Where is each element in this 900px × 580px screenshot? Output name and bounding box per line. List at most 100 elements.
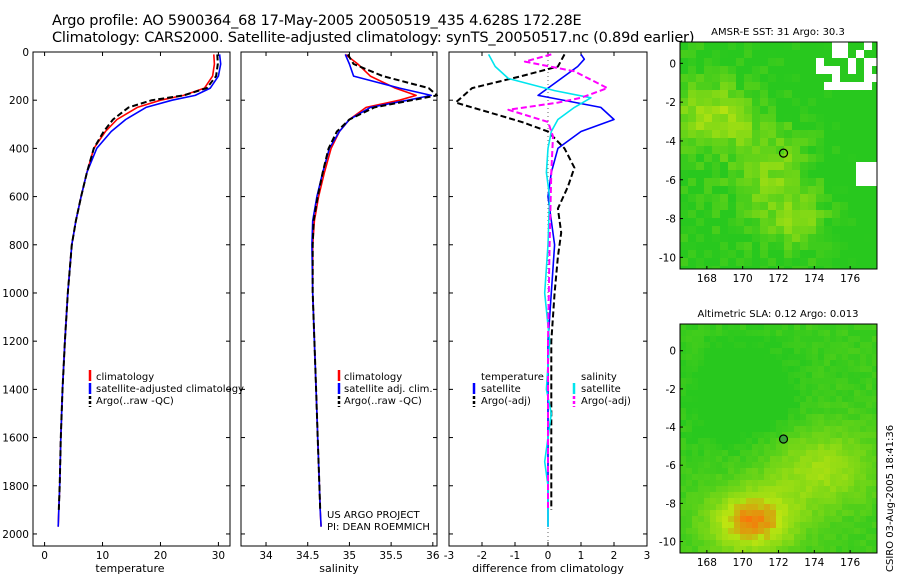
heatmap-cell [692, 354, 698, 360]
heatmap-cell [830, 390, 836, 396]
heatmap-cell [788, 402, 794, 408]
heatmap-cell [856, 82, 864, 90]
heatmap-cell [854, 444, 860, 450]
heatmap-cell [688, 234, 696, 242]
heatmap-cell [824, 378, 830, 384]
heatmap-cell [680, 138, 688, 146]
heatmap-cell [680, 540, 686, 546]
heatmap-cell [806, 468, 812, 474]
heatmap-cell [816, 74, 824, 82]
heatmap-cell [792, 186, 800, 194]
heatmap-cell [770, 504, 776, 510]
heatmap-cell [818, 468, 824, 474]
heatmap-cell [692, 444, 698, 450]
heatmap-cell [800, 540, 806, 546]
heatmap-cell [760, 210, 768, 218]
heatmap-cell [806, 396, 812, 402]
heatmap-cell [752, 504, 758, 510]
heatmap-cell [752, 242, 760, 250]
heatmap-cell [840, 226, 848, 234]
heatmap-cell [776, 402, 782, 408]
heatmap-cell [842, 510, 848, 516]
heatmap-cell [816, 194, 824, 202]
heatmap-cell [824, 170, 832, 178]
heatmap-cell [792, 146, 800, 154]
heatmap-cell [728, 42, 736, 50]
heatmap-cell [842, 372, 848, 378]
heatmap-cell [760, 122, 768, 130]
heatmap-cell [794, 510, 800, 516]
heatmap-cell [808, 170, 816, 178]
heatmap-cell [794, 342, 800, 348]
heatmap-cell [800, 468, 806, 474]
heatmap-cell [680, 266, 688, 269]
heatmap-cell [680, 242, 688, 250]
heatmap-cell [728, 420, 734, 426]
heatmap-cell [680, 378, 686, 384]
heatmap-cell [716, 474, 722, 480]
heatmap-cell [770, 456, 776, 462]
heatmap-cell [686, 450, 692, 456]
heatmap-cell [836, 408, 842, 414]
heatmap-cell [704, 130, 712, 138]
heatmap-cell [692, 366, 698, 372]
heatmap-cell [818, 528, 824, 534]
heatmap-cell [770, 474, 776, 480]
heatmap-cell [848, 408, 854, 414]
heatmap-cell [872, 432, 877, 438]
y-tick-label: 600 [9, 192, 29, 204]
heatmap-cell [808, 218, 816, 226]
heatmap-cell [784, 146, 792, 154]
heatmap-cell [848, 234, 856, 242]
heatmap-cell [842, 324, 848, 330]
heatmap-cell [728, 456, 734, 462]
heatmap-cell [698, 468, 704, 474]
heatmap-cell [784, 234, 792, 242]
heatmap-cell [788, 510, 794, 516]
heatmap-cell [728, 234, 736, 242]
heatmap-cell [848, 528, 854, 534]
heatmap-cell [824, 154, 832, 162]
heatmap-cell [872, 66, 877, 74]
heatmap-cell [872, 226, 877, 234]
heatmap-cell [864, 242, 872, 250]
heatmap-cell [776, 372, 782, 378]
y-tick-label: 200 [9, 95, 29, 107]
heatmap-cell [832, 226, 840, 234]
heatmap-cell [854, 456, 860, 462]
heatmap-cell [770, 396, 776, 402]
heatmap-cell [776, 414, 782, 420]
heatmap-cell [856, 114, 864, 122]
heatmap-cell [854, 384, 860, 390]
heatmap-cell [704, 384, 710, 390]
heatmap-cell [770, 540, 776, 546]
heatmap-cell [720, 194, 728, 202]
heatmap-cell [734, 474, 740, 480]
heatmap-cell [770, 390, 776, 396]
heatmap-cell [812, 438, 818, 444]
heatmap-cell [842, 366, 848, 372]
heatmap-cell [824, 528, 830, 534]
heatmap-cell [872, 114, 877, 122]
heatmap-cell [688, 202, 696, 210]
heatmap-cell [760, 106, 768, 114]
heatmap-cell [744, 202, 752, 210]
heatmap-cell [704, 122, 712, 130]
heatmap-cell [788, 546, 794, 552]
heatmap-cell [872, 242, 877, 250]
heatmap-cell [716, 516, 722, 522]
heatmap-cell [840, 250, 848, 258]
heatmap-cell [860, 474, 866, 480]
heatmap-cell [800, 498, 806, 504]
heatmap-cell [760, 74, 768, 82]
heatmap-cell [692, 492, 698, 498]
heatmap-cell [686, 384, 692, 390]
heatmap-cell [832, 218, 840, 226]
heatmap-cell [816, 146, 824, 154]
heatmap-cell [872, 390, 877, 396]
heatmap-cell [830, 510, 836, 516]
heatmap-cell [840, 122, 848, 130]
heatmap-cell [704, 342, 710, 348]
heatmap-cell [704, 324, 710, 330]
heatmap-cell [728, 122, 736, 130]
